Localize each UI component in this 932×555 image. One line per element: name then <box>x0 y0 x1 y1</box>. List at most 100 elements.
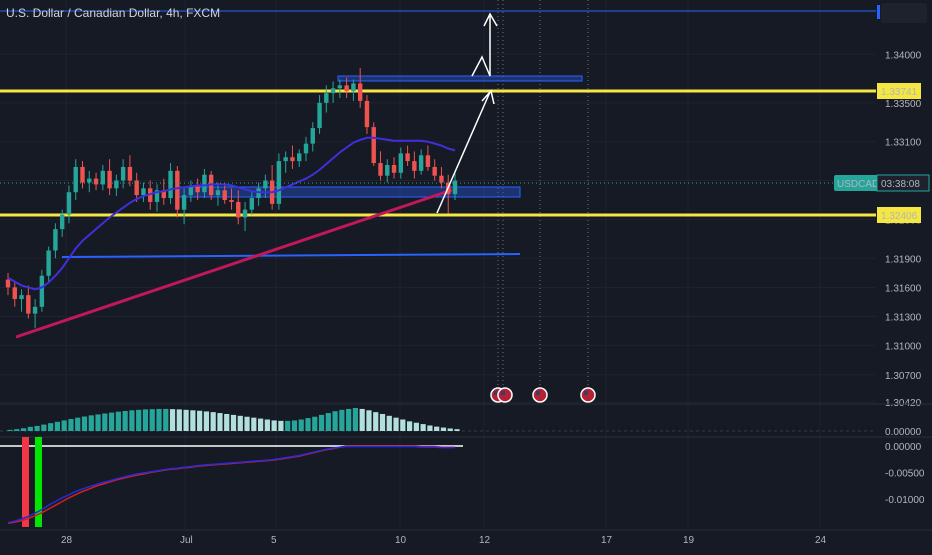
candle-body <box>398 153 404 173</box>
histogram-bar <box>427 425 433 431</box>
histogram-bar <box>68 419 74 431</box>
histogram-bar <box>366 410 372 431</box>
macd-signal-bar-green <box>35 437 42 527</box>
projection-arrowhead <box>481 89 495 105</box>
histogram-bar <box>244 416 250 431</box>
histogram-bar <box>136 409 142 431</box>
middle-zone-rect <box>177 186 521 198</box>
price-tick-label: 1.34000 <box>885 50 922 61</box>
histogram-bar <box>129 410 135 431</box>
candle-body <box>310 128 315 144</box>
histogram-bar <box>149 409 155 431</box>
histogram-bar <box>14 429 20 431</box>
histogram-bar <box>169 409 176 431</box>
time-tick-label: 19 <box>683 535 695 546</box>
candle-body <box>53 229 58 251</box>
histogram-bar <box>95 414 101 431</box>
candle-body <box>87 178 92 183</box>
candle-body <box>66 192 72 215</box>
histogram-bar <box>237 415 243 431</box>
us-flag-event-icon <box>501 391 505 395</box>
upper-arrowhead <box>483 12 498 27</box>
time-tick-label: 24 <box>815 535 827 546</box>
histogram-bar <box>122 410 128 431</box>
candle-body <box>364 100 370 128</box>
histogram-bar <box>332 411 338 431</box>
histogram-bar <box>379 413 386 431</box>
time-tick-label: 28 <box>61 535 73 546</box>
candle-body <box>195 186 200 193</box>
histogram-bar <box>285 420 291 431</box>
candle-body <box>161 190 166 199</box>
macd-axis-label: 0.00000 <box>885 442 922 453</box>
candle-body <box>80 166 85 183</box>
histogram-bar <box>447 428 453 431</box>
level-badge <box>877 207 921 223</box>
upper-zone-rect <box>337 75 583 82</box>
candle-body <box>120 166 126 181</box>
histogram-bar <box>81 416 88 431</box>
histogram-bar <box>20 428 27 431</box>
histogram-bar <box>454 429 460 431</box>
histogram-bar <box>197 410 203 431</box>
candle-body <box>107 170 112 189</box>
histogram-bar <box>183 409 189 431</box>
candle-body <box>93 178 99 185</box>
lower-support-line <box>61 253 521 258</box>
macd-line <box>7 445 455 524</box>
price-tick-label: 1.33500 <box>885 99 922 110</box>
candle-body <box>357 83 363 101</box>
price-tick-label: 1.31900 <box>885 254 922 265</box>
candle-body <box>412 161 417 171</box>
candle-body <box>114 180 119 189</box>
candle-body <box>181 195 187 210</box>
histogram-bar <box>142 409 149 431</box>
countdown-badge <box>876 174 930 192</box>
candle-body <box>324 93 329 103</box>
candle-body <box>391 165 397 173</box>
time-tick-label: 5 <box>271 535 277 546</box>
histogram-bar <box>339 409 345 431</box>
histogram-bar <box>386 415 392 431</box>
histogram-bar <box>312 416 318 431</box>
candle-body <box>263 180 268 189</box>
histogram-bar <box>88 415 94 431</box>
candle-body <box>418 155 424 171</box>
symbol-badge <box>834 175 878 191</box>
histogram-bar <box>190 410 196 431</box>
candle-body <box>32 306 38 314</box>
histogram-bar <box>359 408 365 431</box>
histogram-bar <box>115 411 121 431</box>
candle-body <box>19 295 24 300</box>
histogram-bar <box>230 414 237 431</box>
candle-body <box>303 143 309 154</box>
histogram-bar <box>34 425 40 431</box>
candle-body <box>168 170 173 199</box>
histogram-bar <box>41 424 47 431</box>
candle-body <box>337 85 343 89</box>
price-tick-label: 1.30700 <box>885 371 922 382</box>
histogram-bar <box>203 411 210 431</box>
candle-body <box>127 166 133 181</box>
histogram-bar <box>420 424 426 431</box>
candle-body <box>317 102 322 129</box>
histogram-bar <box>291 420 298 431</box>
us-flag-event-icon <box>494 391 498 395</box>
projection-arrow-line <box>436 91 491 214</box>
time-tick-label: 12 <box>479 535 491 546</box>
price-tick-label: 1.31600 <box>885 283 922 294</box>
price-tick-label: 1.31000 <box>885 342 922 353</box>
candle-body <box>100 170 106 185</box>
us-flag-event-icon <box>584 391 588 395</box>
histogram-bar <box>413 422 419 431</box>
candle-body <box>283 157 288 162</box>
histogram-bar <box>75 417 81 431</box>
candle-body <box>26 295 31 314</box>
histogram-bar <box>298 419 304 431</box>
histogram-bar <box>102 413 108 431</box>
histogram-bar <box>264 419 270 431</box>
level-badge-label: 1.33741 <box>881 87 918 98</box>
